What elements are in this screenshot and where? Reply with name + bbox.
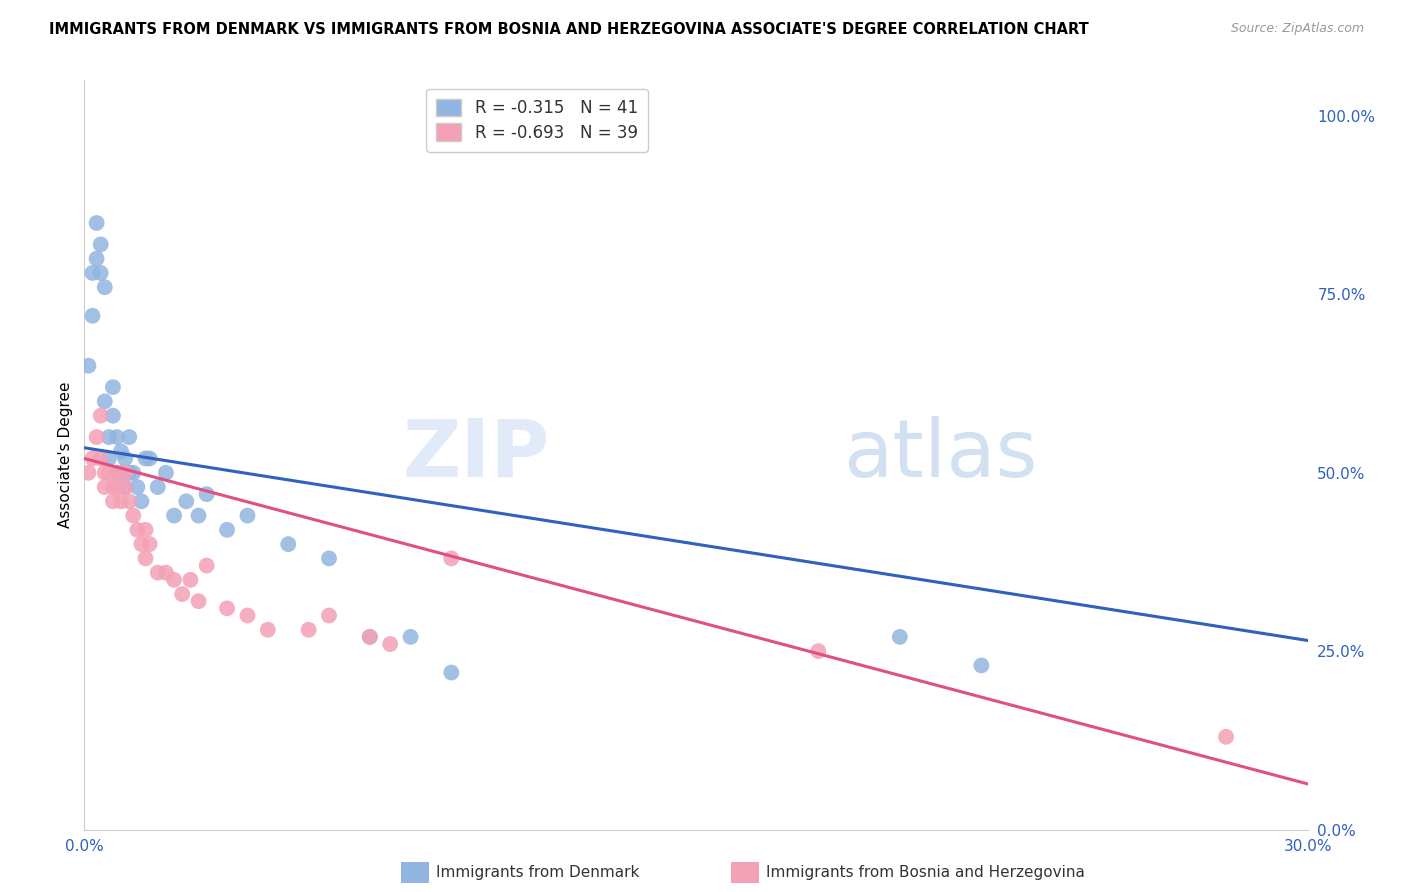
Text: Immigrants from Bosnia and Herzegovina: Immigrants from Bosnia and Herzegovina bbox=[766, 865, 1085, 880]
Point bbox=[298, 623, 321, 637]
Point bbox=[101, 380, 124, 394]
Point bbox=[135, 551, 157, 566]
Point bbox=[101, 480, 124, 494]
Legend: R = -0.315   N = 41, R = -0.693   N = 39: R = -0.315 N = 41, R = -0.693 N = 39 bbox=[426, 88, 648, 152]
Point bbox=[101, 409, 124, 423]
Point bbox=[105, 466, 128, 480]
Point bbox=[101, 494, 124, 508]
Point bbox=[105, 466, 128, 480]
Point bbox=[399, 630, 422, 644]
Point bbox=[90, 266, 112, 280]
Point bbox=[131, 537, 153, 551]
Point bbox=[146, 480, 169, 494]
Point bbox=[118, 494, 141, 508]
Point bbox=[93, 480, 115, 494]
Point bbox=[174, 494, 197, 508]
Point bbox=[155, 566, 177, 580]
Point bbox=[122, 508, 145, 523]
Text: Source: ZipAtlas.com: Source: ZipAtlas.com bbox=[1230, 22, 1364, 36]
Point bbox=[359, 630, 381, 644]
Point bbox=[187, 594, 209, 608]
Point bbox=[97, 466, 120, 480]
Point bbox=[138, 537, 160, 551]
Point bbox=[93, 394, 115, 409]
Point bbox=[889, 630, 911, 644]
Point bbox=[114, 480, 136, 494]
Text: ZIP: ZIP bbox=[402, 416, 550, 494]
Point bbox=[90, 451, 112, 466]
Point bbox=[114, 451, 136, 466]
Point bbox=[97, 451, 120, 466]
Text: IMMIGRANTS FROM DENMARK VS IMMIGRANTS FROM BOSNIA AND HERZEGOVINA ASSOCIATE'S DE: IMMIGRANTS FROM DENMARK VS IMMIGRANTS FR… bbox=[49, 22, 1090, 37]
Point bbox=[195, 487, 218, 501]
Point bbox=[114, 480, 136, 494]
Point bbox=[114, 466, 136, 480]
Point bbox=[172, 587, 194, 601]
Point bbox=[110, 494, 132, 508]
Point bbox=[127, 523, 149, 537]
Point bbox=[110, 466, 132, 480]
Point bbox=[77, 359, 100, 373]
Point bbox=[236, 508, 259, 523]
Point bbox=[86, 430, 108, 444]
Point bbox=[195, 558, 218, 573]
Point bbox=[131, 494, 153, 508]
Point bbox=[105, 430, 128, 444]
Point bbox=[380, 637, 402, 651]
Point bbox=[440, 551, 463, 566]
Point bbox=[807, 644, 830, 658]
Point bbox=[82, 266, 104, 280]
Point bbox=[93, 466, 115, 480]
Point bbox=[93, 280, 115, 294]
Point bbox=[318, 551, 340, 566]
Point bbox=[359, 630, 381, 644]
Point bbox=[105, 480, 128, 494]
Point bbox=[138, 451, 160, 466]
Point bbox=[77, 466, 100, 480]
Text: Immigrants from Denmark: Immigrants from Denmark bbox=[436, 865, 640, 880]
Point bbox=[82, 451, 104, 466]
Point bbox=[82, 309, 104, 323]
Point bbox=[257, 623, 280, 637]
Point bbox=[97, 430, 120, 444]
Point bbox=[122, 466, 145, 480]
Point bbox=[90, 409, 112, 423]
Point bbox=[318, 608, 340, 623]
Point bbox=[135, 451, 157, 466]
Point bbox=[217, 601, 239, 615]
Point bbox=[179, 573, 201, 587]
Point bbox=[277, 537, 299, 551]
Point bbox=[146, 566, 169, 580]
Y-axis label: Associate's Degree: Associate's Degree bbox=[58, 382, 73, 528]
Point bbox=[163, 508, 186, 523]
Point bbox=[217, 523, 239, 537]
Point bbox=[236, 608, 259, 623]
Point bbox=[163, 573, 186, 587]
Point bbox=[118, 430, 141, 444]
Point bbox=[1215, 730, 1237, 744]
Point bbox=[187, 508, 209, 523]
Point bbox=[118, 466, 141, 480]
Point bbox=[110, 444, 132, 458]
Point bbox=[127, 480, 149, 494]
Text: atlas: atlas bbox=[842, 416, 1038, 494]
Point bbox=[90, 237, 112, 252]
Point bbox=[86, 252, 108, 266]
Point bbox=[970, 658, 993, 673]
Point bbox=[135, 523, 157, 537]
Point bbox=[86, 216, 108, 230]
Point bbox=[155, 466, 177, 480]
Point bbox=[440, 665, 463, 680]
